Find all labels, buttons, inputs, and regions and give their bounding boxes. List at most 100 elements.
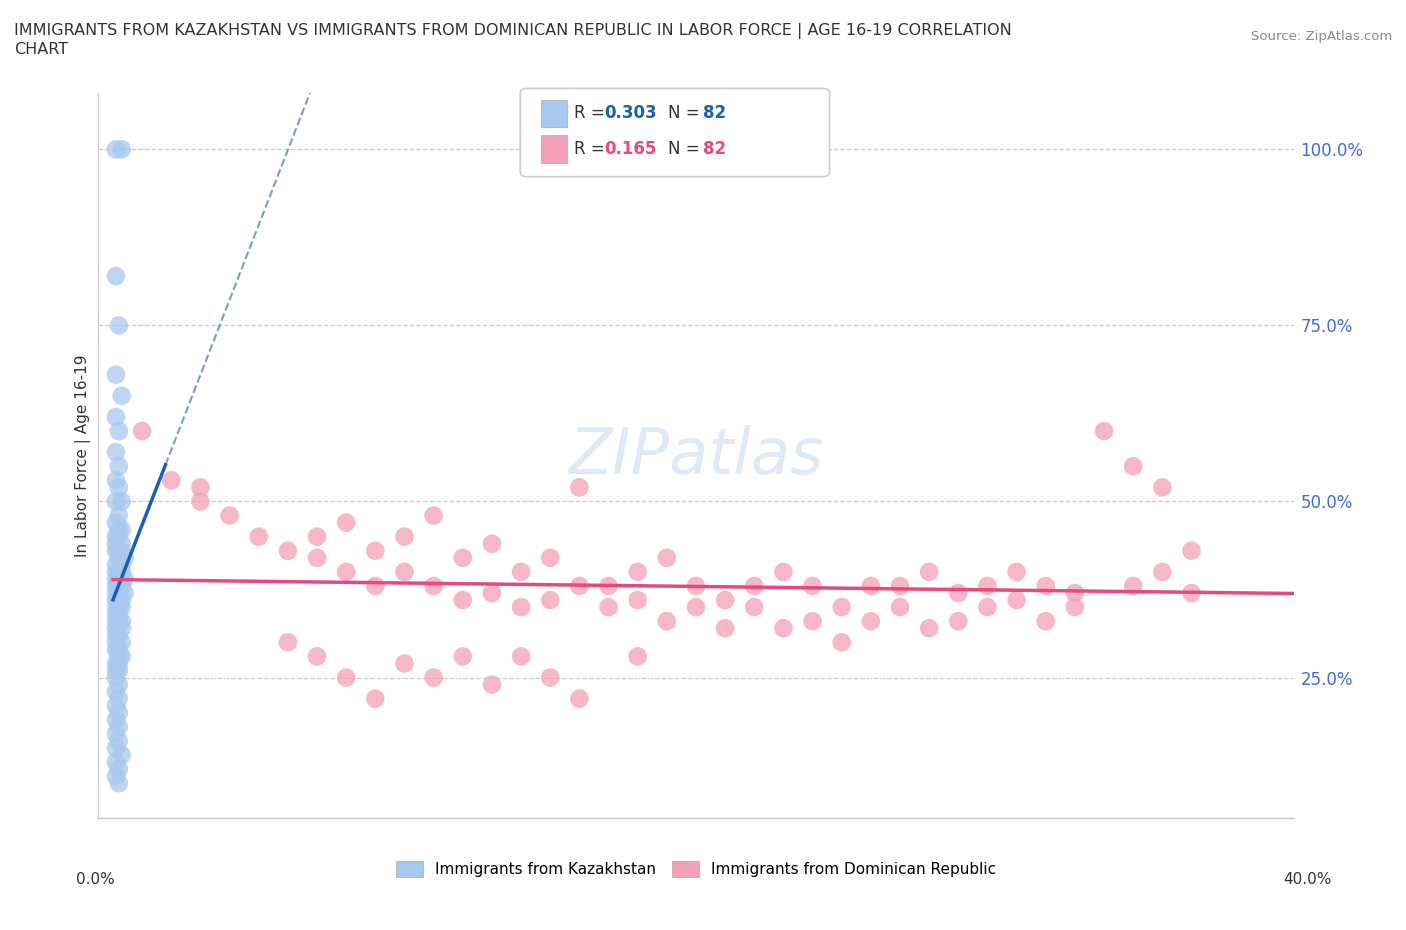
Point bbox=[335, 515, 357, 530]
Point bbox=[247, 529, 270, 544]
Point bbox=[685, 600, 707, 615]
Point bbox=[190, 494, 212, 509]
Point bbox=[364, 543, 387, 558]
Point bbox=[104, 642, 127, 657]
Text: ZIPatlas: ZIPatlas bbox=[568, 425, 824, 486]
Point bbox=[111, 614, 134, 629]
Point bbox=[111, 494, 134, 509]
Point bbox=[104, 543, 127, 558]
Point bbox=[598, 600, 620, 615]
Point bbox=[104, 726, 127, 741]
Point bbox=[111, 565, 134, 579]
Point bbox=[104, 740, 127, 755]
Text: IMMIGRANTS FROM KAZAKHSTAN VS IMMIGRANTS FROM DOMINICAN REPUBLIC IN LABOR FORCE : IMMIGRANTS FROM KAZAKHSTAN VS IMMIGRANTS… bbox=[14, 23, 1012, 57]
Point bbox=[742, 578, 765, 593]
Point bbox=[111, 621, 134, 636]
Point bbox=[394, 656, 416, 671]
Point bbox=[104, 712, 127, 727]
Point bbox=[104, 367, 127, 382]
Point bbox=[889, 600, 911, 615]
Point bbox=[111, 649, 134, 664]
Point bbox=[104, 537, 127, 551]
Point bbox=[108, 762, 131, 777]
Text: 82: 82 bbox=[703, 104, 725, 123]
Point bbox=[948, 614, 970, 629]
Point bbox=[108, 691, 131, 706]
Point bbox=[104, 621, 127, 636]
Y-axis label: In Labor Force | Age 16-19: In Labor Force | Age 16-19 bbox=[76, 354, 91, 557]
Point bbox=[1152, 565, 1174, 579]
Point bbox=[655, 551, 678, 565]
Point bbox=[335, 671, 357, 685]
Point bbox=[111, 578, 134, 593]
Point bbox=[218, 508, 240, 523]
Point bbox=[481, 537, 503, 551]
Point bbox=[104, 754, 127, 769]
Point bbox=[104, 473, 127, 488]
Point bbox=[772, 621, 794, 636]
Point bbox=[104, 557, 127, 572]
Point bbox=[1122, 458, 1144, 473]
Point bbox=[108, 606, 131, 621]
Point bbox=[481, 677, 503, 692]
Point bbox=[111, 389, 134, 404]
Point bbox=[108, 649, 131, 664]
Point bbox=[104, 445, 127, 459]
Point bbox=[108, 677, 131, 692]
Point bbox=[111, 537, 134, 551]
Point bbox=[104, 529, 127, 544]
Point bbox=[108, 705, 131, 720]
Point bbox=[108, 614, 131, 629]
Text: R =: R = bbox=[574, 104, 610, 123]
Point bbox=[108, 458, 131, 473]
Point bbox=[108, 480, 131, 495]
Point bbox=[1180, 586, 1202, 601]
Point bbox=[104, 142, 127, 157]
Point bbox=[568, 691, 591, 706]
Point bbox=[111, 142, 134, 157]
Point bbox=[108, 642, 131, 657]
Point bbox=[108, 423, 131, 438]
Text: Source: ZipAtlas.com: Source: ZipAtlas.com bbox=[1251, 30, 1392, 43]
Point bbox=[108, 592, 131, 607]
Point bbox=[111, 523, 134, 538]
Point bbox=[859, 578, 882, 593]
Point bbox=[108, 529, 131, 544]
Point bbox=[801, 578, 824, 593]
Point bbox=[305, 529, 328, 544]
Point bbox=[598, 578, 620, 593]
Point bbox=[104, 606, 127, 621]
Point bbox=[451, 551, 474, 565]
Point bbox=[104, 565, 127, 579]
Point bbox=[889, 578, 911, 593]
Point bbox=[108, 720, 131, 735]
Point bbox=[108, 543, 131, 558]
Point bbox=[104, 684, 127, 699]
Point bbox=[104, 592, 127, 607]
Point bbox=[111, 543, 134, 558]
Point bbox=[104, 635, 127, 650]
Point bbox=[742, 600, 765, 615]
Point bbox=[190, 480, 212, 495]
Point bbox=[627, 649, 650, 664]
Point bbox=[108, 628, 131, 643]
Text: 82: 82 bbox=[703, 140, 725, 158]
Point bbox=[1064, 600, 1087, 615]
Point bbox=[104, 628, 127, 643]
Text: 0.303: 0.303 bbox=[605, 104, 657, 123]
Text: N =: N = bbox=[668, 104, 704, 123]
Point bbox=[114, 551, 136, 565]
Point bbox=[1180, 543, 1202, 558]
Point bbox=[364, 578, 387, 593]
Point bbox=[394, 565, 416, 579]
Point bbox=[918, 565, 941, 579]
Point bbox=[104, 614, 127, 629]
Text: 40.0%: 40.0% bbox=[1284, 872, 1331, 887]
Point bbox=[1064, 586, 1087, 601]
Point bbox=[1005, 565, 1028, 579]
Point bbox=[831, 600, 853, 615]
Point bbox=[104, 663, 127, 678]
Point bbox=[1122, 578, 1144, 593]
Legend: Immigrants from Kazakhstan, Immigrants from Dominican Republic: Immigrants from Kazakhstan, Immigrants f… bbox=[389, 855, 1002, 884]
Point bbox=[1035, 614, 1057, 629]
